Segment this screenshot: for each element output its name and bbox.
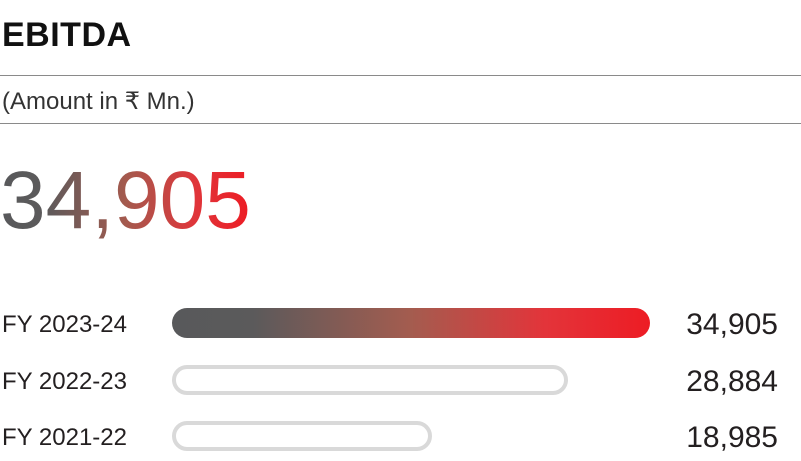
value-label: 18,985: [686, 421, 778, 454]
bar-fy-2021-22: [172, 421, 432, 451]
category-label: FY 2022-23: [2, 368, 127, 395]
bar-fy-2022-23: [172, 365, 568, 395]
divider: [0, 75, 801, 76]
value-label: 28,884: [686, 365, 778, 398]
bar-fy-2023-24: [172, 308, 650, 338]
category-label: FY 2021-22: [2, 424, 127, 451]
divider: [0, 123, 801, 124]
highlight-value: 34,905: [0, 155, 251, 246]
value-label: 34,905: [686, 308, 778, 341]
category-label: FY 2023-24: [2, 311, 127, 338]
units-subtitle: (Amount in ₹ Mn.): [2, 88, 195, 115]
chart-title: EBITDA: [2, 16, 132, 54]
